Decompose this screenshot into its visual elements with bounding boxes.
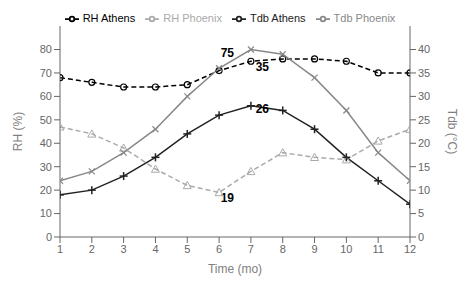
- svg-text:10: 10: [418, 184, 430, 196]
- svg-text:5: 5: [418, 207, 424, 219]
- svg-text:1: 1: [57, 243, 63, 255]
- svg-text:30: 30: [40, 161, 52, 173]
- svg-text:7: 7: [248, 243, 254, 255]
- svg-text:0: 0: [46, 231, 52, 243]
- svg-text:25: 25: [418, 114, 430, 126]
- svg-text:26: 26: [256, 102, 270, 116]
- svg-text:40: 40: [40, 137, 52, 149]
- svg-text:8: 8: [280, 243, 286, 255]
- svg-text:11: 11: [372, 243, 383, 255]
- svg-text:5: 5: [184, 243, 190, 255]
- svg-text:40: 40: [418, 43, 430, 55]
- svg-text:3: 3: [121, 243, 127, 255]
- svg-text:19: 19: [221, 191, 235, 205]
- svg-text:70: 70: [40, 67, 52, 79]
- svg-text:15: 15: [418, 161, 430, 173]
- svg-text:10: 10: [340, 243, 352, 255]
- svg-text:6: 6: [216, 243, 222, 255]
- svg-text:20: 20: [40, 184, 52, 196]
- svg-text:35: 35: [256, 60, 270, 74]
- svg-text:30: 30: [418, 90, 430, 102]
- svg-text:2: 2: [89, 243, 95, 255]
- svg-text:80: 80: [40, 43, 52, 55]
- svg-text:12: 12: [404, 243, 416, 255]
- svg-text:Time (mo): Time (mo): [208, 262, 262, 276]
- svg-text:75: 75: [221, 46, 235, 60]
- svg-text:0: 0: [418, 231, 424, 243]
- svg-text:35: 35: [418, 67, 430, 79]
- svg-text:Tdb (°C): Tdb (°C): [445, 109, 459, 154]
- svg-text:60: 60: [40, 90, 52, 102]
- html-text:RH Athens: RH Athens: [82, 12, 136, 24]
- svg-text:9: 9: [311, 243, 317, 255]
- svg-text:50: 50: [40, 114, 52, 126]
- svg-text:10: 10: [40, 207, 52, 219]
- svg-text:20: 20: [418, 137, 430, 149]
- svg-text:4: 4: [152, 243, 158, 255]
- html-text:Tdb Phoenix: Tdb Phoenix: [333, 12, 396, 24]
- svg-text:RH (%): RH (%): [11, 112, 25, 151]
- html-text:Tdb Athens: Tdb Athens: [249, 12, 306, 24]
- html-text:RH Phoenix: RH Phoenix: [163, 12, 222, 24]
